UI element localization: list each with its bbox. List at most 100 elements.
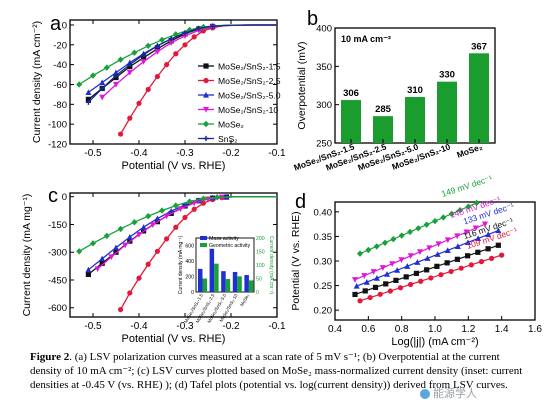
watermark-logo-icon (420, 389, 430, 399)
legend-marker (203, 135, 209, 142)
caption-label: Figure 2 (30, 351, 70, 363)
data-point (434, 251, 441, 257)
data-point (423, 221, 430, 228)
data-point (478, 259, 485, 265)
data-point (357, 250, 363, 257)
data-point (390, 235, 397, 243)
data-point (103, 64, 110, 71)
data-point (108, 254, 115, 260)
y-axis-label: Current density (mA mg⁻¹) (21, 194, 33, 317)
data-point (154, 248, 160, 254)
data-point (113, 244, 119, 251)
data-point (403, 274, 409, 280)
y-tick-label: 0 (62, 192, 67, 203)
x-tick-label: -0.2 (222, 148, 240, 159)
inset-legend-label: Geometric activity (209, 243, 251, 249)
legend-label: MoSe₂ (218, 120, 244, 130)
data-point (173, 224, 179, 230)
panel-letter: d (295, 191, 306, 213)
data-point (424, 255, 431, 261)
inset-bar-mass (232, 271, 238, 292)
bar-value-label: 306 (343, 88, 359, 99)
data-point (373, 243, 380, 250)
data-point (164, 62, 170, 68)
data-point (182, 42, 188, 48)
x-tick-label: 0.8 (395, 324, 409, 335)
y-tick-label: -150 (48, 220, 67, 231)
data-point (136, 232, 142, 238)
data-point (177, 206, 184, 213)
inset-bar-mass (198, 268, 203, 292)
data-point (173, 51, 179, 57)
inset-y-tick-right: 100 (256, 263, 265, 269)
data-point (127, 290, 133, 296)
plot-frame (69, 19, 278, 145)
data-point (127, 115, 133, 121)
data-point (389, 261, 396, 267)
data-point (435, 241, 442, 248)
data-point (85, 99, 91, 105)
y-tick-label: 400 (316, 24, 332, 35)
data-point (444, 247, 451, 253)
data-point (118, 306, 124, 313)
data-point (432, 217, 438, 225)
data-point (482, 221, 488, 228)
data-point (454, 256, 460, 262)
data-point (444, 260, 450, 266)
bar (405, 97, 425, 143)
data-point (372, 284, 379, 291)
data-point (182, 33, 188, 39)
data-point (373, 275, 380, 281)
data-point (136, 275, 142, 281)
data-point (454, 233, 461, 240)
data-point (367, 294, 373, 301)
data-point (418, 278, 424, 284)
data-point (383, 281, 389, 287)
y-tick-label: 0.30 (314, 257, 333, 268)
y-tick-label: -80 (53, 100, 67, 111)
bar-value-label: 367 (471, 41, 487, 52)
data-point (361, 273, 368, 279)
data-point (465, 253, 471, 259)
data-point (465, 203, 472, 210)
y-tick-label: -600 (48, 303, 67, 314)
bar-value-label: 310 (407, 85, 423, 96)
inset-bar-geometric (214, 263, 219, 292)
legend-label: MoSe₂/SnS₂-1.5 (218, 62, 281, 72)
x-tick-label: -0.3 (176, 321, 194, 332)
data-point (99, 79, 106, 86)
data-point (398, 232, 405, 239)
y-tick-label: -20 (53, 40, 67, 51)
y-axis-label: Potential (V vs. RHE) (290, 211, 302, 310)
legend-marker (203, 63, 209, 69)
data-point (407, 281, 414, 288)
data-point (352, 291, 358, 298)
y-tick-label: -450 (48, 275, 67, 286)
bar (341, 100, 361, 143)
x-tick-label: -0.2 (222, 321, 240, 332)
data-point (485, 231, 492, 238)
data-point (499, 252, 505, 258)
inset-y-tick-right: 0 (256, 290, 259, 296)
data-point (168, 36, 174, 42)
y-tick-label: 0.25 (314, 281, 333, 292)
data-point (382, 239, 388, 246)
y-tick-label: -100 (48, 120, 67, 131)
data-point (99, 85, 105, 92)
x-tick-label: -0.5 (84, 321, 102, 332)
data-point (182, 30, 188, 36)
inset-bar-mass (209, 248, 215, 292)
data-point (76, 81, 83, 88)
data-point (127, 62, 133, 68)
data-point (473, 199, 480, 207)
y-tick-label: -300 (48, 248, 67, 259)
data-point (353, 282, 360, 289)
panel-letter: a (50, 13, 62, 35)
data-point (154, 46, 160, 52)
caption-text: . (a) LSV polarization curves measured a… (30, 351, 523, 391)
data-point (434, 263, 440, 269)
annotation: 10 mA cm⁻² (341, 34, 391, 44)
legend-marker (203, 91, 209, 98)
legend-label: MoSe₂/SnS₂-2.5 (218, 76, 281, 86)
data-point (377, 291, 383, 297)
